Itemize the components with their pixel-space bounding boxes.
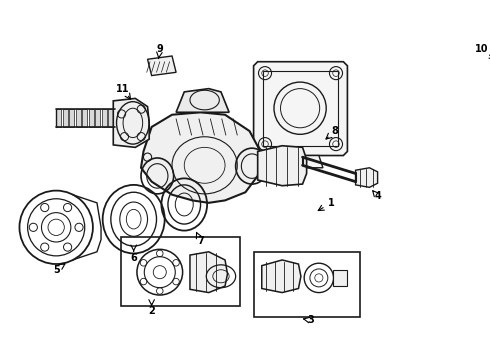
Text: 6: 6 [130, 252, 137, 262]
Text: 4: 4 [374, 191, 381, 201]
Bar [96, 109, 100, 127]
Text: 9: 9 [156, 45, 163, 54]
Text: 11: 11 [116, 84, 130, 94]
Bar [102, 109, 107, 127]
Bar [76, 109, 81, 127]
Text: 10: 10 [475, 45, 489, 54]
Bar [69, 109, 74, 127]
Bar [82, 109, 87, 127]
Polygon shape [176, 89, 229, 112]
Bar [89, 109, 94, 127]
Polygon shape [141, 112, 262, 203]
Text: 8: 8 [332, 126, 339, 136]
Polygon shape [113, 98, 149, 147]
Polygon shape [190, 252, 227, 293]
Polygon shape [278, 156, 323, 168]
Polygon shape [258, 146, 307, 186]
Polygon shape [333, 270, 347, 286]
Bar [122, 237, 240, 306]
Text: 2: 2 [148, 306, 155, 315]
Polygon shape [147, 56, 176, 76]
Bar [56, 109, 61, 127]
Polygon shape [262, 260, 301, 293]
Polygon shape [254, 62, 347, 156]
Bar [254, 252, 360, 317]
Bar [108, 109, 113, 127]
Text: 3: 3 [307, 315, 314, 325]
Bar [63, 109, 68, 127]
Text: 5: 5 [53, 265, 60, 275]
Text: 7: 7 [197, 236, 204, 246]
Polygon shape [356, 168, 378, 187]
Text: 1: 1 [328, 198, 335, 208]
Bar [115, 109, 120, 127]
Bar [264, 72, 338, 146]
